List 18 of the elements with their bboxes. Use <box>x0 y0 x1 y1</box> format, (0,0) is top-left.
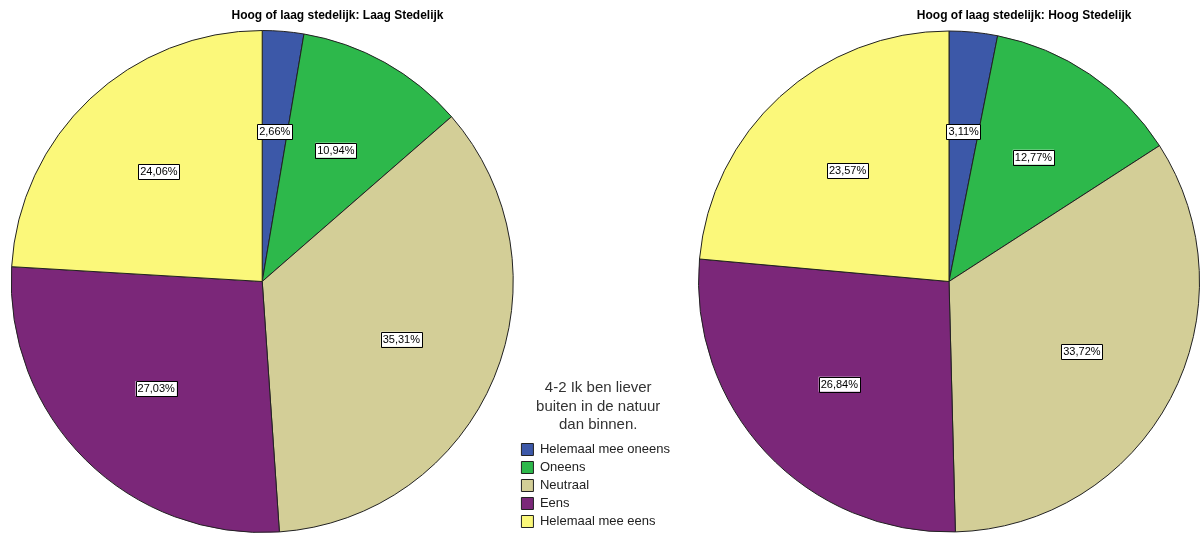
legend-label: Helemaal mee eens <box>539 513 657 529</box>
legend-label: Eens <box>539 495 571 511</box>
legend-title: 4-2 Ik ben liever buiten in de natuur dan binnen. <box>536 378 661 432</box>
legend-label: Neutraal <box>539 477 590 493</box>
data-label: 24,06% <box>140 165 178 178</box>
data-label: 35,31% <box>382 332 421 345</box>
legend-label: Oneens <box>539 459 586 475</box>
data-label: 27,03% <box>137 382 176 395</box>
data-label: 23,57% <box>828 164 867 177</box>
data-label: 26,84% <box>820 377 859 390</box>
data-label: 12,77% <box>1014 150 1053 163</box>
legend-label: Helemaal mee oneens <box>539 441 671 457</box>
data-label: 2,66% <box>259 124 291 137</box>
data-label: 10,94% <box>317 143 355 156</box>
chart-title: Hoog of laag stedelijk: Laag Stedelijk <box>231 8 444 23</box>
chart-title: Hoog of laag stedelijk: Hoog Stedelijk <box>916 8 1132 23</box>
data-label: 3,11% <box>948 125 980 138</box>
data-label: 33,72% <box>1063 345 1101 358</box>
